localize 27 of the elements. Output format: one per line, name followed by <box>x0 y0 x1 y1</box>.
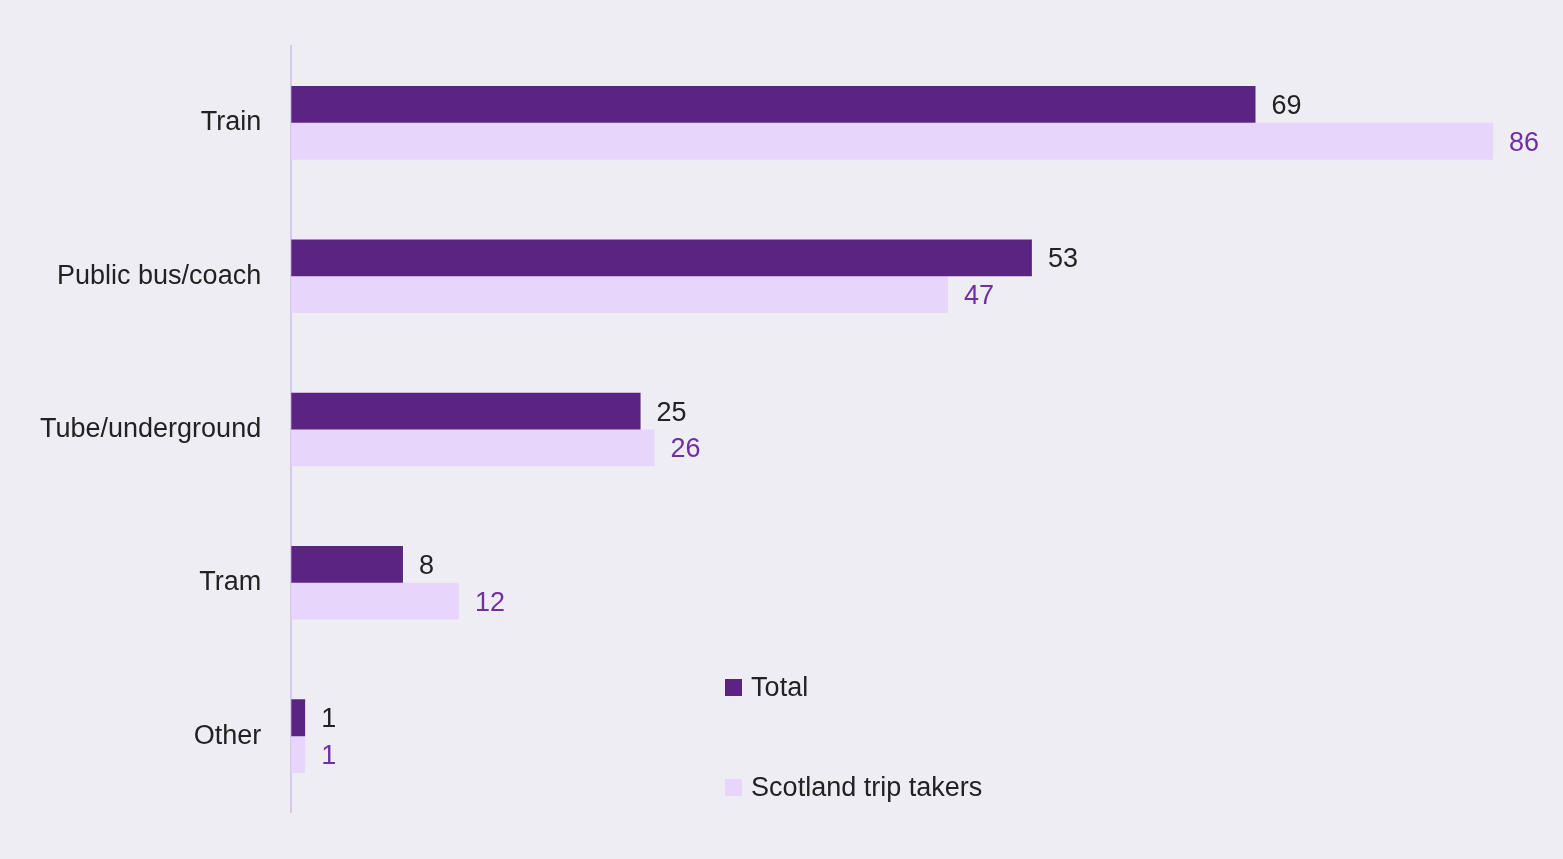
y-tick-label: Train <box>200 106 262 137</box>
bar <box>291 122 1494 160</box>
legend-label: Scotland trip takers <box>751 772 983 804</box>
y-tick-label: Other <box>193 719 262 750</box>
bar <box>291 736 306 773</box>
data-label: 47 <box>964 280 995 311</box>
bar <box>291 86 1256 123</box>
data-label: 53 <box>1047 243 1078 274</box>
bar <box>291 392 641 430</box>
data-label: 86 <box>1509 126 1540 157</box>
data-label: 25 <box>656 396 687 427</box>
bar <box>291 582 459 620</box>
bar <box>291 276 949 313</box>
y-tick-label: Tram <box>199 566 262 597</box>
data-label: 1 <box>321 703 337 734</box>
data-label: 69 <box>1271 89 1302 120</box>
y-tick-label: Public bus/coach <box>57 259 262 290</box>
data-label: 12 <box>474 586 505 617</box>
bar <box>291 239 1032 277</box>
bar <box>291 429 655 467</box>
y-tick-label: Tube/underground <box>40 412 262 443</box>
legend-label: Total <box>751 672 809 704</box>
data-label: 8 <box>418 549 435 580</box>
data-label: 26 <box>670 433 701 464</box>
data-label: 1 <box>321 739 337 770</box>
bar <box>291 546 403 583</box>
bar <box>291 699 306 737</box>
